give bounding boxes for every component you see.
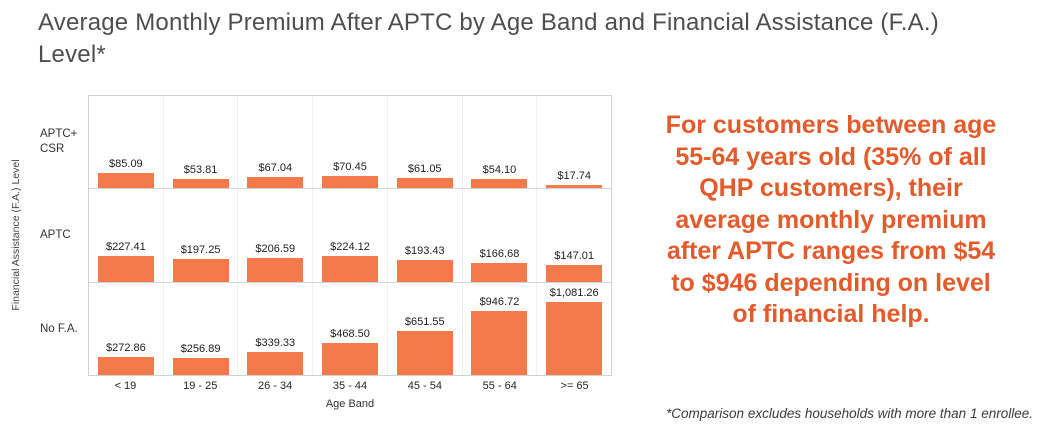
footnote: *Comparison excludes households with mor… — [666, 406, 1033, 421]
bar — [396, 330, 453, 375]
bar-column: $224.12 — [312, 189, 387, 282]
x-tick-label: 35 - 44 — [332, 380, 368, 392]
chart-title: Average Monthly Premium After APTC by Ag… — [38, 9, 939, 68]
bar-column: $651.55 — [386, 282, 462, 375]
bar — [172, 178, 229, 189]
row-label: No F.A. — [40, 322, 78, 335]
bar-column: $468.50 — [312, 282, 387, 375]
bar — [546, 185, 603, 189]
bar-value-label: $946.72 — [479, 296, 520, 309]
x-tick-label: 26 - 34 — [258, 380, 293, 392]
bar-value-label: $67.04 — [258, 161, 293, 174]
bar-column: $272.86 — [89, 283, 163, 375]
bar-column: $17.74 — [536, 96, 611, 189]
bar — [322, 175, 379, 189]
bar-column: $166.68 — [461, 189, 537, 282]
bar-value-label: $224.12 — [330, 241, 370, 254]
bar-value-label: $61.05 — [407, 162, 442, 175]
callout-text: For customers between age 55-64 years ol… — [665, 111, 997, 328]
bar — [247, 352, 304, 375]
bar-value-label: $53.81 — [183, 163, 218, 176]
bar — [471, 311, 528, 375]
x-axis-ticks: < 19 19 - 25 26 - 34 35 - 44 45 - 54 55 - 64 >… — [88, 380, 612, 392]
bar-value-label: $1,081.26 — [549, 286, 599, 299]
x-tick-label: < 19 — [114, 380, 137, 392]
bar — [97, 255, 154, 282]
bar — [247, 258, 304, 282]
bar-value-label: $85.09 — [109, 158, 143, 171]
bar — [396, 177, 453, 189]
row-label-column: APTC+ CSR APTC No F.A. — [40, 95, 86, 376]
bar-value-label: $70.45 — [333, 160, 367, 173]
bar — [546, 301, 603, 375]
plot-area: $85.09 $53.81 $67.04 $70.45 $61.05 $54.10 $17.… — [88, 95, 612, 376]
bar-value-label: $197.25 — [180, 244, 221, 257]
bar-value-label: $468.50 — [330, 328, 370, 341]
bar — [247, 176, 304, 189]
bar-column: $70.45 — [312, 96, 387, 189]
bar — [471, 262, 528, 282]
bar-column: $147.01 — [536, 189, 611, 282]
row-label: APTC+ CSR — [40, 127, 78, 155]
bar-column: $193.43 — [386, 189, 462, 282]
bar-value-label: $339.33 — [255, 337, 296, 350]
bar — [97, 173, 154, 189]
bar — [471, 178, 528, 189]
bar-column: $256.89 — [162, 282, 238, 375]
x-tick-label: 55 - 64 — [482, 380, 517, 392]
bar-column: $946.72 — [461, 282, 537, 375]
bar — [97, 356, 154, 375]
bar-column: $197.25 — [162, 189, 238, 282]
bar — [322, 343, 379, 375]
bar-value-label: $206.59 — [255, 243, 296, 256]
bar-value-label: $272.86 — [105, 341, 146, 354]
x-tick-label: >= 65 — [560, 380, 589, 392]
bar-value-label: $256.89 — [180, 342, 221, 355]
bar-column: $339.33 — [237, 282, 312, 375]
bar-column: $227.41 — [89, 189, 163, 282]
premium-bar-chart: Financial Assistance (F.A.) Level APTC+ … — [0, 95, 622, 420]
bar — [172, 259, 229, 282]
bar — [396, 259, 453, 282]
bar — [172, 357, 229, 375]
bar-value-label: $147.01 — [554, 249, 595, 262]
bar-value-label: $651.55 — [404, 315, 445, 328]
bar-column: $67.04 — [237, 96, 312, 189]
bar — [546, 264, 603, 282]
bar-column: $1,081.26 — [536, 282, 611, 375]
bar-column: $61.05 — [386, 96, 462, 189]
row-panel: $85.09 $53.81 $67.04 $70.45 $61.05 $54.10 $17.… — [89, 96, 611, 189]
bar-value-label: $166.68 — [479, 247, 520, 260]
x-tick-label: 45 - 54 — [407, 380, 442, 392]
x-tick-label: 19 - 25 — [183, 380, 218, 392]
bar-value-label: $17.74 — [557, 170, 591, 183]
x-axis-title: Age Band — [325, 398, 375, 410]
bar-column: $206.59 — [237, 189, 312, 282]
bar-column: $54.10 — [461, 96, 537, 189]
bar-value-label: $227.41 — [105, 240, 146, 253]
bar-column: $53.81 — [162, 96, 238, 189]
bar-column: $85.09 — [89, 96, 163, 189]
bar-value-label: $193.43 — [404, 244, 445, 257]
row-panel: $227.41 $197.25 $206.59 $224.12 $193.43 $166.… — [89, 188, 611, 282]
row-panel: $272.86 $256.89 $339.33 $468.50 $651.55 $946.… — [89, 281, 611, 375]
bar-value-label: $54.10 — [482, 163, 517, 176]
row-label: APTC — [40, 229, 71, 242]
bar — [322, 256, 379, 282]
y-axis-title: Financial Assistance (F.A.) Level — [10, 159, 22, 311]
